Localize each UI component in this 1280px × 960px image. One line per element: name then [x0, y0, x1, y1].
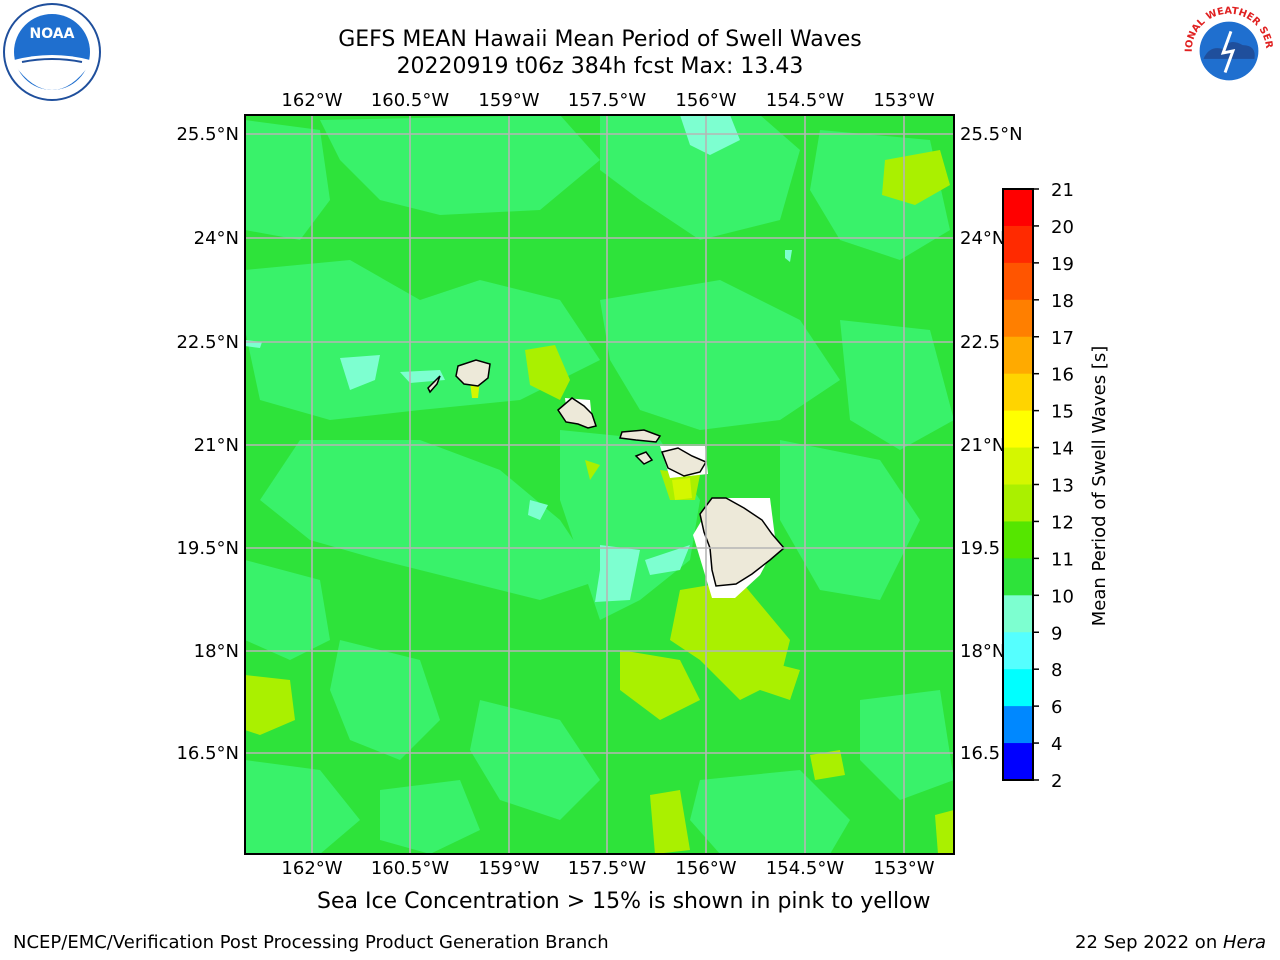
- lon-labels-bottom: 162°W 160.5°W 159°W 157.5°W 156°W 154.5°…: [281, 858, 934, 879]
- lon-label: 162°W: [281, 90, 342, 111]
- colorbar-tick-label: 13: [1051, 476, 1074, 497]
- colorbar-tick-label: 12: [1051, 512, 1074, 533]
- host-label: Hera: [1222, 932, 1266, 953]
- colorbar-tick-label: 18: [1051, 291, 1074, 312]
- island-molokai: [618, 429, 662, 443]
- colorbar-swatch: [1003, 373, 1033, 412]
- chart-title-line1: GEFS MEAN Hawaii Mean Period of Swell Wa…: [338, 27, 862, 52]
- colorbar-tick-label: 21: [1051, 180, 1074, 201]
- colorbar-label: Mean Period of Swell Waves [s]: [1089, 346, 1110, 627]
- colorbar-swatch: [1003, 706, 1033, 744]
- colorbar-swatch: [1003, 336, 1033, 375]
- colorbar-tick-label: 15: [1051, 402, 1074, 423]
- colorbar-swatch: [1003, 410, 1033, 449]
- colorbar-swatch: [1003, 595, 1033, 633]
- lat-label: 24°N: [194, 228, 239, 249]
- colorbar-tick-label: 14: [1051, 439, 1074, 460]
- colorbar-tick-label: 20: [1051, 217, 1074, 238]
- lon-label: 156°W: [675, 858, 736, 879]
- map-field: [245, 115, 954, 854]
- island-lanai: [634, 451, 654, 465]
- island-kauai: [455, 359, 491, 387]
- lon-label: 153°W: [873, 858, 934, 879]
- colorbar-swatch: [1003, 558, 1033, 596]
- colorbar-swatch: [1003, 225, 1033, 264]
- colorbar-tick-label: 2: [1051, 771, 1062, 792]
- lat-label: 21°N: [960, 435, 1005, 456]
- graticule: [245, 115, 954, 854]
- lat-labels-right: 25.5°N 24°N 22.5 21°N 19.5 18°N 16.5: [960, 124, 1023, 764]
- island-oahu: [557, 397, 597, 429]
- colorbar-tick-label: 9: [1051, 623, 1062, 644]
- colorbar-swatch: [1003, 447, 1033, 485]
- lat-label: 24°N: [960, 228, 1005, 249]
- lat-label: 19.5: [960, 538, 1000, 559]
- island-niihau: [427, 375, 441, 394]
- colorbar-swatch: [1003, 521, 1033, 559]
- colorbar-tick-label: 4: [1051, 734, 1062, 755]
- colorbar-tick-label: 16: [1051, 365, 1074, 386]
- colorbar-tick-label: 17: [1051, 328, 1074, 349]
- lat-labels-left: 25.5°N 24°N 22.5°N 21°N 19.5°N 18°N 16.5…: [176, 124, 239, 764]
- date-text: 22 Sep 2022 on Hera: [1075, 932, 1266, 953]
- island-maui: [661, 447, 708, 477]
- lat-label: 25.5°N: [176, 124, 239, 145]
- lon-label: 160.5°W: [371, 90, 450, 111]
- lon-label: 154.5°W: [766, 858, 845, 879]
- lon-label: 159°W: [478, 90, 539, 111]
- colorbar-swatch: [1003, 669, 1033, 707]
- swell-10-11-region: [245, 115, 954, 854]
- colorbar-swatch: [1003, 189, 1033, 227]
- lat-label: 16.5°N: [176, 743, 239, 764]
- lon-label: 160.5°W: [371, 858, 450, 879]
- lon-label: 159°W: [478, 858, 539, 879]
- colorbar-swatch: [1003, 484, 1033, 522]
- colorbar-swatch: [1003, 262, 1033, 301]
- hawaii-islands: [427, 359, 786, 587]
- colorbar: 21 20 19 18 17 16 15 14 13 12 11 10 9 8 6 4 2: [1002, 180, 1074, 792]
- nws-logo: NATIONAL WEATHER SERVICE: [1180, 2, 1277, 99]
- date-label: 22 Sep 2022 on: [1075, 932, 1223, 953]
- lat-label: 22.5°N: [176, 332, 239, 353]
- lon-label: 162°W: [281, 858, 342, 879]
- lat-label: 21°N: [194, 435, 239, 456]
- noaa-logo: NOAA: [3, 3, 101, 101]
- colorbar-tick-label: 19: [1051, 254, 1074, 275]
- colorbar-swatch: [1003, 743, 1033, 781]
- lat-label: 16.5: [960, 743, 1000, 764]
- colorbar-tick-label: 10: [1051, 586, 1074, 607]
- colorbar-tick-label: 11: [1051, 549, 1074, 570]
- lat-label: 22.5: [960, 332, 1000, 353]
- lon-label: 157.5°W: [568, 858, 647, 879]
- lon-label: 153°W: [873, 90, 934, 111]
- credit-text: NCEP/EMC/Verification Post Processing Pr…: [13, 932, 609, 953]
- sea-ice-caption-text: Sea Ice Concentration > 15% is shown in …: [317, 889, 931, 914]
- svg-text:NOAA: NOAA: [30, 26, 75, 42]
- lat-label: 25.5°N: [960, 124, 1023, 145]
- colorbar-swatch: [1003, 299, 1033, 338]
- colorbar-tick-label: 8: [1051, 660, 1062, 681]
- map-frame: [244, 114, 955, 855]
- lon-labels-top: 162°W 160.5°W 159°W 157.5°W 156°W 154.5°…: [281, 90, 934, 111]
- lat-label: 19.5°N: [176, 538, 239, 559]
- lon-label: 157.5°W: [568, 90, 647, 111]
- lat-label: 18°N: [960, 641, 1005, 662]
- swell-12-13-region: [245, 150, 954, 854]
- colorbar-tick-label: 6: [1051, 697, 1062, 718]
- lat-label: 18°N: [194, 641, 239, 662]
- colorbar-swatch: [1003, 632, 1033, 670]
- lon-label: 154.5°W: [766, 90, 845, 111]
- chart-title-line2: 20220919 t06z 384h fcst Max: 13.43: [396, 54, 804, 79]
- lon-label: 156°W: [675, 90, 736, 111]
